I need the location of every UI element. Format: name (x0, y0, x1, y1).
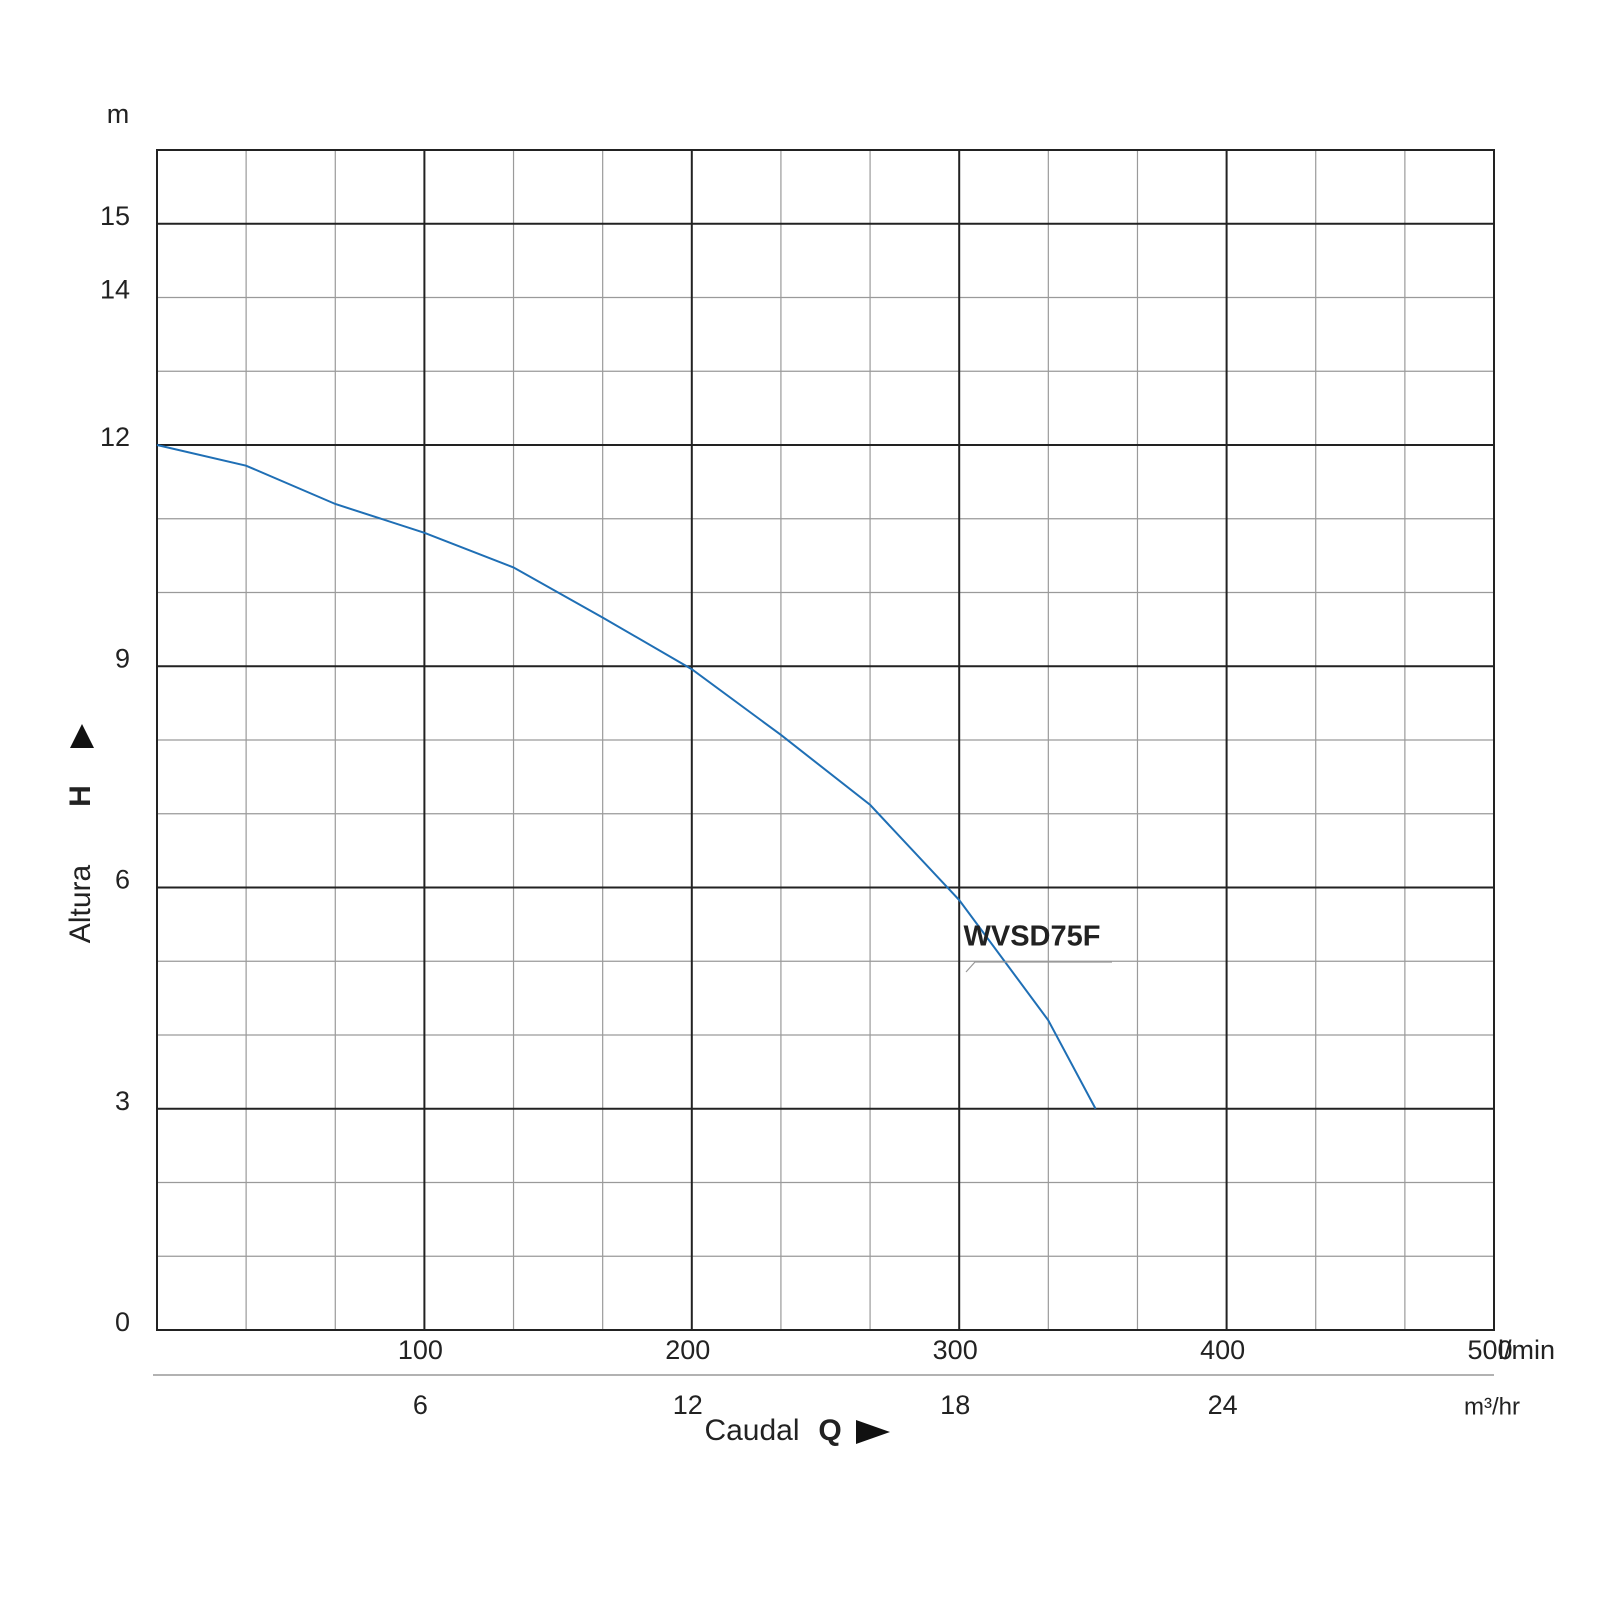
y-axis-title: Altura H (64, 724, 97, 943)
y-tick-label: 3 (115, 1086, 130, 1116)
x2-tick-label: 24 (1208, 1390, 1238, 1420)
x-axis-symbol: Q (818, 1414, 841, 1447)
x-tick-label: 100 (398, 1335, 443, 1365)
x2-unit: m³/hr (1464, 1393, 1520, 1420)
x-axis-label: Caudal (704, 1414, 799, 1447)
x-tick-label: 300 (933, 1335, 978, 1365)
curve (156, 444, 1097, 1110)
series-label: WVSD75F (964, 921, 1101, 953)
leader-line (965, 961, 1112, 973)
x2-tick-label: 6 (413, 1390, 428, 1420)
x2-tick-label: 12 (673, 1390, 703, 1420)
x-arrow (856, 1420, 890, 1444)
y-tick-label: 0 (115, 1307, 130, 1337)
y-axis-label: Altura (64, 865, 97, 944)
x-tick-label: 400 (1200, 1335, 1245, 1365)
y-axis-symbol: H (64, 785, 97, 807)
x-tick-label: 200 (665, 1335, 710, 1365)
plot-frame (156, 149, 1495, 1331)
y-tick-label: 14 (100, 275, 130, 305)
y-tick-label: 6 (115, 865, 130, 895)
x-tick-label: 500 (1467, 1335, 1512, 1365)
y-tick-label: 15 (100, 201, 130, 231)
y-tick-label: 12 (100, 422, 130, 452)
y-unit: m (107, 99, 130, 129)
y-arrow (70, 724, 94, 748)
y-tick-label: 9 (115, 643, 130, 673)
x2-tick-label: 18 (940, 1390, 970, 1420)
x-unit: l/min (1498, 1335, 1555, 1365)
